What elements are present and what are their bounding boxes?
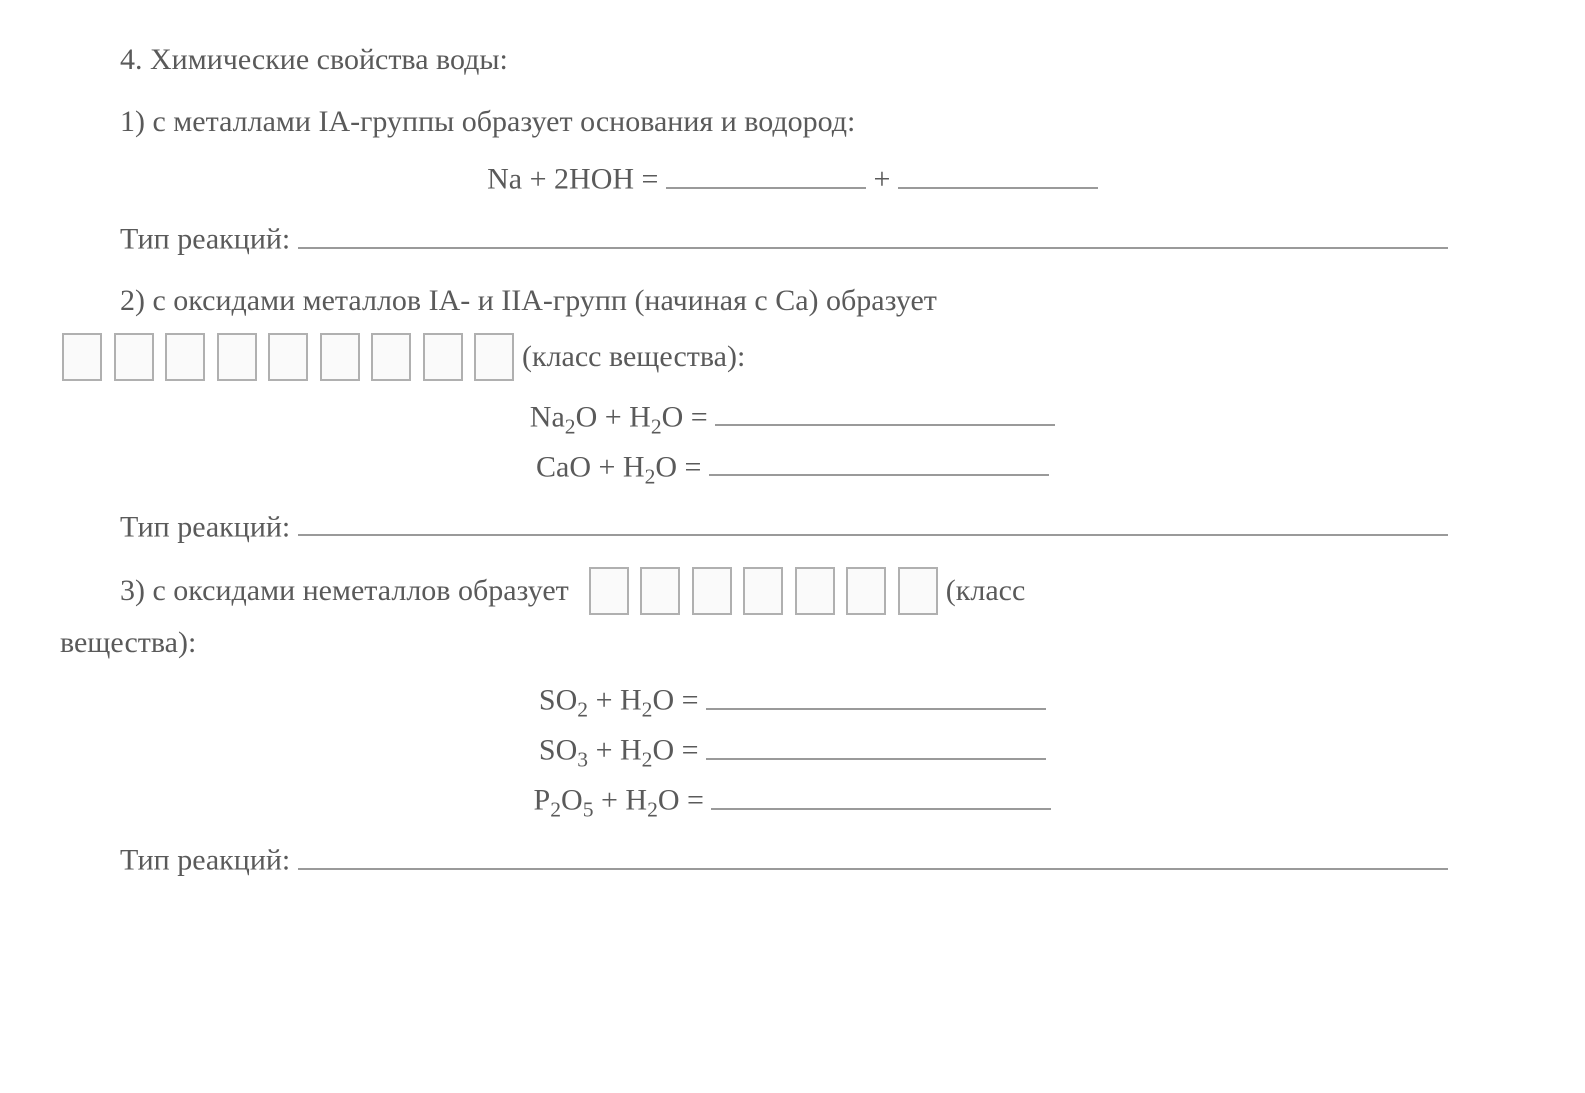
item-3-row1: 3) с оксидами неметаллов образует (класс — [60, 567, 1525, 615]
letter-box[interactable] — [589, 567, 629, 615]
eq1-plus: + — [873, 163, 897, 196]
letter-box[interactable] — [165, 333, 205, 381]
item-2-boxes — [60, 333, 516, 381]
item-3-line2: вещества): — [60, 626, 196, 659]
eq-text: SO — [539, 684, 577, 717]
eq1-lhs: Na + 2HOH = — [487, 163, 666, 196]
item-3-eq3: P2O5 + H2O = — [60, 776, 1525, 822]
letter-box[interactable] — [62, 333, 102, 381]
eq-text: O — [561, 784, 583, 817]
eq-sub: 5 — [583, 798, 594, 822]
eq-text: + H — [588, 734, 642, 767]
item-2-eq1-blank[interactable] — [715, 393, 1055, 427]
item-3-eq2: SO3 + H2O = — [60, 726, 1525, 772]
eq-sub: 3 — [577, 748, 588, 772]
eq-text: O = — [658, 784, 712, 817]
section-4-heading: 4. Химические свойства воды: — [60, 38, 1525, 82]
eq-sub: 2 — [550, 798, 561, 822]
eq-sub: 2 — [642, 698, 653, 722]
letter-box[interactable] — [743, 567, 783, 615]
eq-text: O = — [652, 734, 706, 767]
item-2-boxes-row: (класс вещества): — [60, 333, 1525, 381]
item-1-type-row: Тип реакций: — [60, 215, 1525, 261]
item-3-row2: вещества): — [60, 621, 1525, 665]
eq-text: Na — [530, 400, 565, 433]
eq1-blank-1[interactable] — [666, 155, 866, 189]
letter-box[interactable] — [474, 333, 514, 381]
eq-sub: 2 — [645, 464, 656, 488]
item-3-eq2-blank[interactable] — [706, 726, 1046, 760]
item-1-type-blank[interactable] — [298, 215, 1448, 249]
eq-sub: 2 — [647, 798, 658, 822]
eq-text: + H — [588, 684, 642, 717]
item-3-eq1-blank[interactable] — [706, 676, 1046, 710]
item-3-lead: 3) с оксидами неметаллов образует — [60, 569, 569, 613]
item-2-eq2-blank[interactable] — [709, 443, 1049, 477]
eq-sub: 2 — [651, 414, 662, 438]
item-1-line: 1) с металлами IA-группы образует основа… — [120, 105, 855, 138]
letter-box[interactable] — [898, 567, 938, 615]
eq-sub: 2 — [577, 698, 588, 722]
item-2-type-blank[interactable] — [298, 503, 1448, 537]
item-3-after-boxes: (класс — [946, 569, 1025, 613]
letter-box[interactable] — [795, 567, 835, 615]
item-3-type-label: Тип реакций: — [120, 844, 298, 877]
letter-box[interactable] — [692, 567, 732, 615]
item-3-eq3-blank[interactable] — [711, 776, 1051, 810]
item-1-equation: Na + 2HOH = + — [60, 155, 1525, 201]
eq-text: P — [534, 784, 551, 817]
eq-text: O = — [662, 400, 716, 433]
item-3-eq1: SO2 + H2O = — [60, 676, 1525, 722]
letter-box[interactable] — [846, 567, 886, 615]
item-2-type-row: Тип реакций: — [60, 503, 1525, 549]
eq-text: + H — [593, 784, 647, 817]
eq-text: SO — [539, 734, 577, 767]
item-2-after-boxes: (класс вещества): — [522, 335, 745, 379]
eq-text: O = — [655, 450, 709, 483]
eq-sub: 2 — [642, 748, 653, 772]
item-3-type-blank[interactable] — [298, 836, 1448, 870]
letter-box[interactable] — [268, 333, 308, 381]
letter-box[interactable] — [640, 567, 680, 615]
item-1-text: 1) с металлами IA-группы образует основа… — [60, 100, 1525, 144]
letter-box[interactable] — [320, 333, 360, 381]
eq-sub: 2 — [565, 414, 576, 438]
item-2-equations: Na2O + H2O = CaO + H2O = — [60, 393, 1525, 489]
item-2-lead: 2) с оксидами металлов IA- и IIA-групп (… — [60, 279, 1525, 323]
eq-text: CaO + H — [536, 450, 645, 483]
letter-box[interactable] — [371, 333, 411, 381]
letter-box[interactable] — [423, 333, 463, 381]
eq-text: O + H — [576, 400, 651, 433]
item-3-boxes — [587, 567, 940, 615]
item-1-eq-line: Na + 2HOH = + — [60, 155, 1525, 201]
item-3-equations: SO2 + H2O = SO3 + H2O = P2O5 + H2O = — [60, 676, 1525, 822]
eq1-blank-2[interactable] — [898, 155, 1098, 189]
eq-text: O = — [652, 684, 706, 717]
heading-text: 4. Химические свойства воды: — [120, 43, 508, 76]
item-2-eq1: Na2O + H2O = — [60, 393, 1525, 439]
item-2-eq2: CaO + H2O = — [60, 443, 1525, 489]
item-3-type-row: Тип реакций: — [60, 836, 1525, 882]
letter-box[interactable] — [114, 333, 154, 381]
item-2-type-label: Тип реакций: — [120, 510, 298, 543]
item-1-type-label: Тип реакций: — [120, 223, 298, 256]
item-2-lead-text: 2) с оксидами металлов IA- и IIA-групп (… — [120, 284, 937, 317]
worksheet-page: 4. Химические свойства воды: 1) с металл… — [0, 0, 1585, 908]
letter-box[interactable] — [217, 333, 257, 381]
